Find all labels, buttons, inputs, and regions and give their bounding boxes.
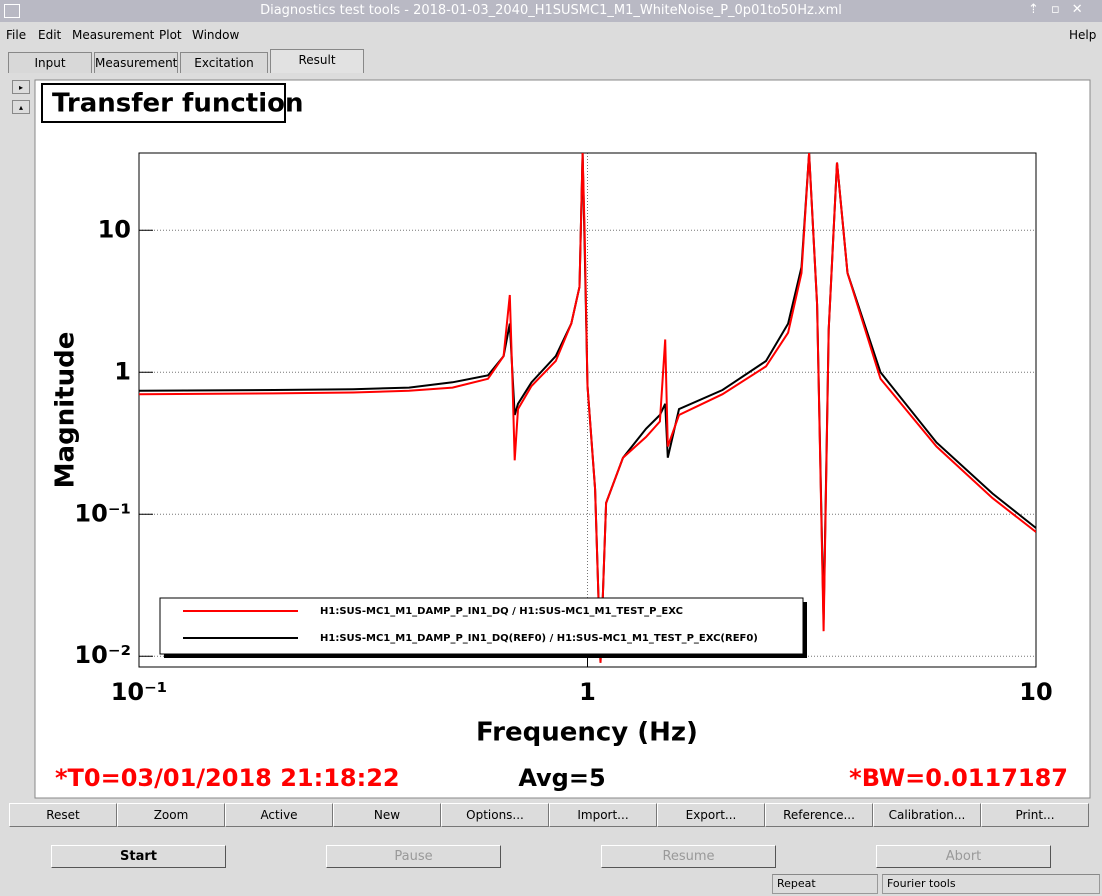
plot-button[interactable]: Import... (549, 803, 657, 827)
x-tick-label: 10 (1019, 678, 1052, 706)
scroll-button[interactable]: ▸ (12, 80, 30, 94)
plot-button[interactable]: New (333, 803, 441, 827)
menu-item[interactable]: Help (1069, 28, 1097, 42)
tab-active[interactable]: Result (270, 49, 364, 73)
tab[interactable]: Excitation (180, 52, 268, 73)
menu-item[interactable]: Plot (159, 28, 182, 42)
run-button: Resume (601, 845, 776, 868)
avg-label: Avg=5 (518, 764, 605, 792)
y-tick-label: 10⁻² (74, 641, 131, 669)
plot-button[interactable]: Zoom (117, 803, 225, 827)
y-axis-label: Magnitude (51, 332, 81, 489)
plot-button[interactable]: Reference... (765, 803, 873, 827)
status-field: Fourier tools (882, 874, 1100, 894)
plot-button[interactable]: Print... (981, 803, 1089, 827)
menu-item[interactable]: Window (192, 28, 240, 42)
status-field: Repeat (772, 874, 878, 894)
tab[interactable]: Measurement (94, 52, 178, 73)
chart-title: Transfer function (52, 89, 304, 119)
x-tick-label: 10⁻¹ (111, 678, 168, 706)
title-box (41, 83, 286, 123)
menu-item[interactable]: Edit (38, 28, 62, 42)
window-title: Diagnostics test tools - 2018-01-03_2040… (0, 0, 1102, 22)
series-line (139, 153, 1036, 663)
x-tick-label: 1 (579, 678, 596, 706)
plot-frame (138, 152, 1037, 668)
window-icon[interactable] (4, 4, 20, 18)
legend-box (159, 597, 804, 655)
t0-label: *T0=03/01/2018 21:18:22 (55, 764, 400, 792)
run-button[interactable]: Start (51, 845, 226, 868)
run-button: Abort (876, 845, 1051, 868)
bw-label: *BW=0.0117187 (849, 764, 1068, 792)
menu-item[interactable]: Measurement (72, 28, 155, 42)
plot-button[interactable]: Active (225, 803, 333, 827)
y-tick-label: 1 (114, 357, 131, 385)
legend-label: H1:SUS-MC1_M1_DAMP_P_IN1_DQ(REF0) / H1:S… (320, 633, 758, 644)
plot-button[interactable]: Options... (441, 803, 549, 827)
plot-button[interactable]: Reset (9, 803, 117, 827)
series-group (139, 153, 1036, 663)
legend-label: H1:SUS-MC1_M1_DAMP_P_IN1_DQ / H1:SUS-MC1… (320, 606, 683, 617)
plot-button[interactable]: Export... (657, 803, 765, 827)
y-tick-label: 10⁻¹ (74, 499, 131, 527)
y-tick-label: 10 (98, 215, 131, 243)
menu-item[interactable]: File (6, 28, 27, 42)
plot-canvas (34, 79, 1091, 799)
window-controls[interactable]: ⇡▫✕ (1028, 2, 1095, 17)
run-button: Pause (326, 845, 501, 868)
plot-button[interactable]: Calibration... (873, 803, 981, 827)
scroll-button[interactable]: ▴ (12, 100, 30, 114)
tab[interactable]: Input (8, 52, 92, 73)
x-axis-label: Frequency (Hz) (476, 718, 698, 748)
